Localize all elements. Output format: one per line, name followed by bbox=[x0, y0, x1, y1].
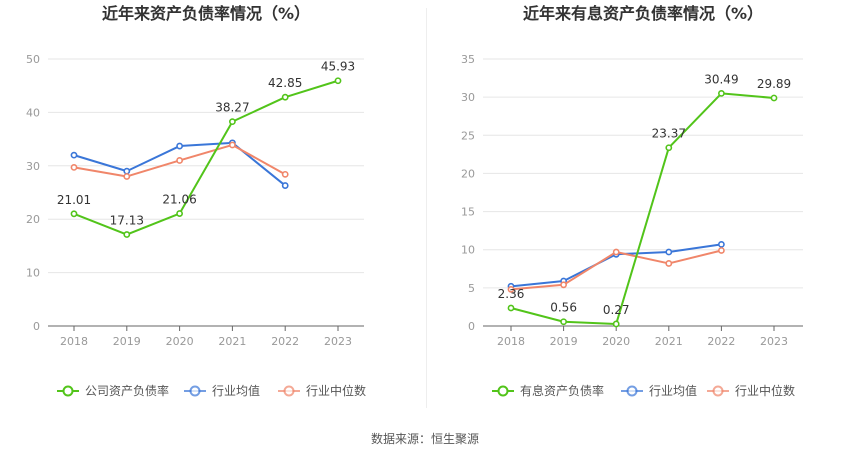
chart-title: 近年来资产负债率情况（%） bbox=[102, 4, 310, 23]
data-point bbox=[228, 118, 236, 126]
x-tick-label: 2019 bbox=[550, 335, 578, 348]
data-point bbox=[281, 93, 289, 101]
y-tick-label: 15 bbox=[461, 206, 475, 219]
series-line-0 bbox=[510, 92, 775, 325]
data-label: 29.89 bbox=[757, 77, 791, 91]
x-tick-label: 2022 bbox=[271, 335, 299, 348]
data-point bbox=[507, 285, 515, 293]
data-source-label: 数据来源：恒生聚源 bbox=[370, 432, 479, 446]
y-tick-label: 10 bbox=[461, 244, 475, 257]
data-label: 0.56 bbox=[550, 301, 577, 315]
chart-panel-interest-bearing-debt-ratio: 近年来有息资产负债率情况（%） 0 5 10 15 20 25 30 35 2018 2019 202… bbox=[425, 0, 850, 415]
data-point bbox=[717, 240, 725, 248]
legend-swatch-marker bbox=[712, 385, 724, 397]
legend-label: 行业中位数 bbox=[306, 383, 366, 398]
legend-swatch-marker bbox=[497, 385, 509, 397]
x-tick-label: 2020 bbox=[166, 335, 194, 348]
data-point bbox=[612, 320, 620, 328]
data-point bbox=[176, 210, 183, 217]
data-point bbox=[281, 182, 289, 189]
legend-swatch-marker bbox=[626, 385, 638, 397]
x-tick-label: 2023 bbox=[324, 335, 352, 348]
data-label: 38.27 bbox=[215, 101, 249, 115]
data-point bbox=[665, 144, 673, 152]
data-label: 0.27 bbox=[603, 303, 630, 317]
data-point bbox=[507, 304, 515, 312]
data-point bbox=[665, 248, 673, 256]
x-tick-label: 2020 bbox=[602, 335, 630, 348]
x-tick-label: 2022 bbox=[707, 335, 735, 348]
data-point bbox=[281, 170, 289, 178]
data-point bbox=[717, 90, 725, 97]
data-point bbox=[560, 318, 567, 326]
data-point bbox=[717, 247, 725, 254]
data-label: 23.37 bbox=[652, 127, 686, 141]
y-tick-label: 0 bbox=[468, 320, 475, 333]
data-point bbox=[228, 141, 236, 149]
x-tick-label: 2018 bbox=[60, 335, 88, 348]
legend-label: 公司资产负债率 bbox=[85, 383, 169, 398]
x-tick-label: 2019 bbox=[113, 335, 141, 348]
y-tick-label: 30 bbox=[461, 91, 475, 104]
data-point bbox=[70, 151, 78, 159]
data-point bbox=[176, 142, 183, 150]
chart-title: 近年来有息资产负债率情况（%） bbox=[523, 4, 763, 23]
data-label: 2.36 bbox=[498, 287, 525, 301]
y-tick-label: 40 bbox=[26, 106, 40, 119]
data-point bbox=[334, 77, 342, 85]
legend-swatch-marker bbox=[283, 385, 295, 397]
y-tick-label: 20 bbox=[26, 213, 40, 226]
x-tick-label: 2021 bbox=[655, 335, 683, 348]
y-tick-label: 25 bbox=[461, 129, 475, 142]
y-tick-label: 10 bbox=[26, 267, 40, 280]
data-point bbox=[123, 167, 131, 175]
x-tick-label: 2018 bbox=[497, 335, 525, 348]
chart-svg-interest-bearing-debt-ratio: 近年来有息资产负债率情况（%） 0 5 10 15 20 25 30 35 2018 2019 202… bbox=[461, 4, 803, 398]
data-label: 45.93 bbox=[321, 60, 355, 74]
data-label: 42.85 bbox=[268, 76, 302, 90]
panel-divider bbox=[426, 8, 427, 408]
data-label: 21.01 bbox=[57, 193, 91, 207]
data-point bbox=[560, 281, 567, 289]
y-tick-label: 35 bbox=[461, 53, 475, 66]
data-label: 17.13 bbox=[110, 214, 144, 228]
data-point bbox=[770, 94, 778, 102]
x-tick-label: 2023 bbox=[760, 335, 788, 348]
data-label: 30.49 bbox=[704, 72, 738, 86]
legend-label: 行业均值 bbox=[649, 383, 697, 398]
legend-swatch-marker bbox=[189, 385, 201, 397]
series-line-0 bbox=[73, 79, 339, 236]
data-point bbox=[123, 231, 131, 238]
data-point bbox=[123, 173, 131, 180]
data-point bbox=[665, 260, 673, 267]
legend-label: 行业均值 bbox=[212, 383, 260, 398]
chart-panel-debt-ratio: 近年来资产负债率情况（%） 0 10 20 30 40 50 2018 2019 2020 2021… bbox=[0, 0, 425, 415]
y-tick-label: 20 bbox=[461, 167, 475, 180]
data-point bbox=[612, 248, 620, 256]
legend-swatch-marker bbox=[62, 385, 74, 397]
y-tick-label: 50 bbox=[26, 53, 40, 66]
y-tick-label: 0 bbox=[33, 320, 40, 333]
y-tick-label: 30 bbox=[26, 160, 40, 173]
legend-label: 有息资产负债率 bbox=[520, 383, 604, 398]
data-label: 21.06 bbox=[162, 193, 196, 207]
x-tick-label: 2021 bbox=[218, 335, 246, 348]
data-point bbox=[70, 164, 78, 171]
legend-label: 行业中位数 bbox=[735, 383, 795, 398]
y-tick-label: 5 bbox=[468, 282, 475, 295]
data-point bbox=[176, 157, 183, 164]
chart-svg-debt-ratio: 近年来资产负债率情况（%） 0 10 20 30 40 50 2018 2019 2020 2021… bbox=[26, 4, 366, 398]
data-point bbox=[70, 210, 78, 218]
